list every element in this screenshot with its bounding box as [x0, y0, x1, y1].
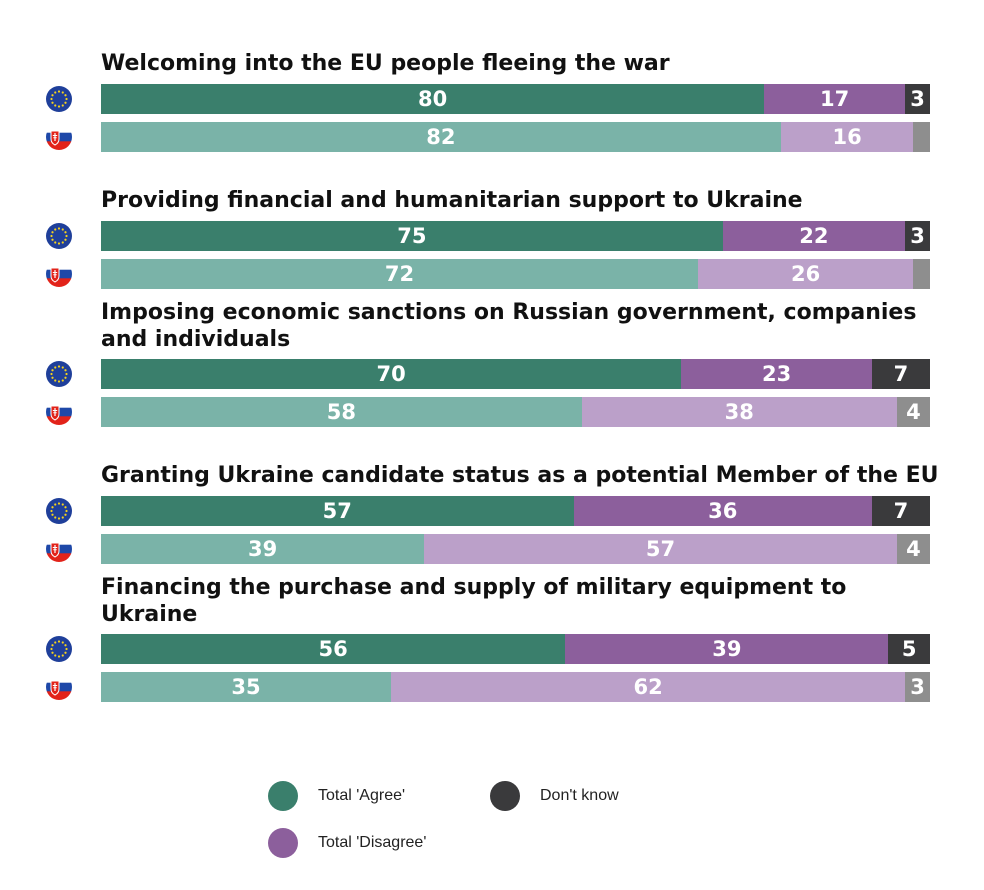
data-label: 58 — [326, 400, 357, 424]
data-label: 7 — [893, 362, 909, 386]
bar-segment-dont-know: 3 — [905, 84, 930, 114]
bar-segment-dont-know: 4 — [896, 534, 930, 564]
slovakia-flag-icon — [46, 124, 72, 150]
bar-row-slovakia: 58 38 4 — [101, 397, 930, 427]
data-label: 57 — [645, 537, 676, 561]
data-label: 39 — [712, 637, 742, 661]
data-label: 3 — [910, 224, 925, 248]
data-label: 22 — [799, 224, 829, 248]
bar-segment-dont-know — [913, 259, 930, 289]
chart-legend: Total 'Agree' Don't know Total 'Disagree… — [0, 760, 984, 890]
bar-row-eu: 75 22 3 — [101, 221, 930, 251]
bar-row-eu: 80 17 3 — [101, 84, 930, 114]
bar-segment-dont-know: 3 — [905, 221, 930, 251]
group-title: Financing the purchase and supply of mil… — [101, 575, 847, 627]
eu-flag-icon — [46, 86, 72, 112]
eu-flag-icon — [46, 636, 72, 662]
group-title: Imposing economic sanctions on Russian g… — [101, 300, 917, 352]
group-title: Welcoming into the EU people fleeing the… — [101, 51, 670, 76]
data-label: 56 — [318, 637, 348, 661]
bar-segment-agree: 35 — [101, 672, 392, 702]
data-label: 70 — [376, 362, 406, 386]
bar-segment-disagree: 38 — [581, 397, 897, 427]
legend-item-disagree: Total 'Disagree' — [268, 828, 426, 858]
bar-segment-disagree: 39 — [565, 634, 889, 664]
bar-row-slovakia: 82 16 — [101, 122, 930, 152]
data-label: 3 — [910, 87, 925, 111]
bar-segment-agree: 39 — [101, 534, 425, 564]
slovakia-flag-icon — [46, 261, 72, 287]
group-title: Granting Ukraine candidate status as a p… — [101, 463, 939, 488]
data-label: 23 — [762, 362, 792, 386]
data-label: 4 — [906, 400, 921, 424]
eu-flag-icon — [46, 498, 72, 524]
legend-swatch-agree — [268, 781, 298, 811]
bar-segment-agree: 80 — [101, 84, 765, 114]
legend-label-agree: Total 'Agree' — [318, 787, 406, 804]
data-label: 57 — [322, 499, 352, 523]
bar-segment-dont-know — [913, 122, 930, 152]
data-label: 4 — [906, 537, 921, 561]
bar-segment-disagree: 23 — [681, 359, 872, 389]
data-label: 80 — [417, 87, 448, 111]
legend-item-dont-know: Don't know — [490, 781, 619, 811]
bar-row-slovakia: 35 62 3 — [101, 672, 930, 702]
slovakia-flag-icon — [46, 674, 72, 700]
data-label: 72 — [384, 262, 415, 286]
bar-row-slovakia: 39 57 4 — [101, 534, 930, 564]
bar-segment-disagree: 17 — [764, 84, 906, 114]
legend-label-dont-know: Don't know — [540, 787, 619, 804]
eu-flag-icon — [46, 223, 72, 249]
legend-label-disagree: Total 'Disagree' — [318, 834, 427, 851]
legend-swatch-disagree — [268, 828, 298, 858]
bar-segment-agree: 70 — [101, 359, 682, 389]
data-label: 39 — [248, 537, 278, 561]
slovakia-flag-icon — [46, 536, 72, 562]
bar-segment-agree: 58 — [101, 397, 582, 427]
data-label: 7 — [893, 499, 909, 523]
data-label: 5 — [901, 637, 917, 661]
bar-segment-dont-know: 3 — [905, 672, 930, 702]
data-label: 36 — [708, 499, 738, 523]
data-label: 82 — [426, 125, 456, 149]
bar-segment-dont-know: 7 — [871, 496, 930, 526]
eu-flag-icon — [46, 361, 72, 387]
bar-row-eu: 57 36 7 — [101, 496, 930, 526]
data-label: 16 — [832, 125, 862, 149]
bar-row-eu: 70 23 7 — [101, 359, 930, 389]
bar-segment-dont-know: 7 — [871, 359, 930, 389]
bar-segment-disagree: 36 — [573, 496, 872, 526]
data-label: 75 — [397, 224, 427, 248]
data-label: 17 — [820, 87, 850, 111]
group-title: Providing financial and humanitarian sup… — [101, 188, 803, 213]
slovakia-flag-icon — [46, 399, 72, 425]
bar-segment-disagree: 16 — [780, 122, 914, 152]
bar-segment-agree: 72 — [101, 259, 698, 289]
bar-segment-disagree: 26 — [697, 259, 914, 289]
bar-segment-dont-know: 4 — [896, 397, 930, 427]
data-label: 26 — [791, 262, 821, 286]
data-label: 3 — [910, 675, 925, 699]
bar-segment-disagree: 22 — [722, 221, 906, 251]
bar-row-eu: 56 39 5 — [101, 634, 930, 664]
bar-row-slovakia: 72 26 — [101, 259, 930, 289]
bar-segment-agree: 75 — [101, 221, 723, 251]
bar-segment-dont-know: 5 — [888, 634, 930, 664]
legend-swatch-dont-know — [490, 781, 520, 811]
bar-segment-agree: 56 — [101, 634, 566, 664]
bar-segment-agree: 82 — [101, 122, 781, 152]
bar-segment-disagree: 62 — [391, 672, 906, 702]
data-label: 62 — [633, 675, 663, 699]
legend-item-agree: Total 'Agree' — [268, 781, 405, 811]
bar-segment-disagree: 57 — [424, 534, 897, 564]
stacked-bar-chart: Welcoming into the EU people fleeing the… — [46, 51, 939, 702]
data-label: 35 — [231, 675, 261, 699]
data-label: 38 — [724, 400, 754, 424]
bar-segment-agree: 57 — [101, 496, 574, 526]
